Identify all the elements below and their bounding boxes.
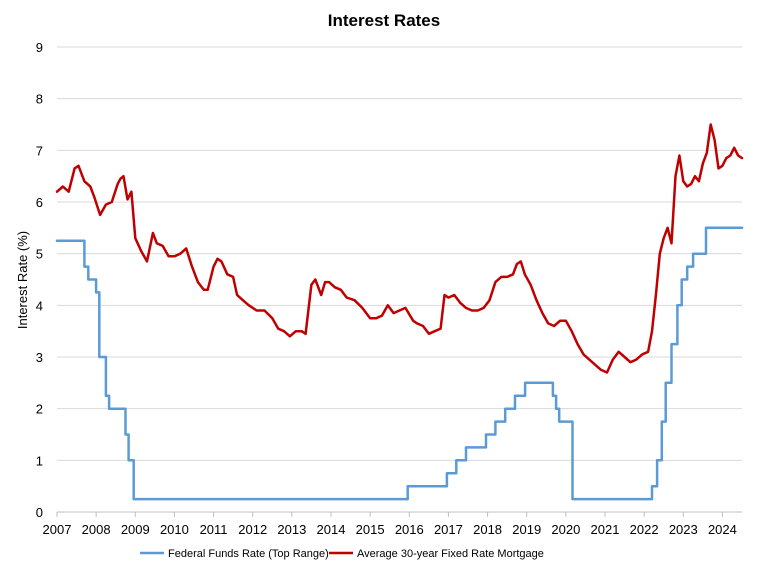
chart-title: Interest Rates [328, 11, 440, 30]
legend-label: Federal Funds Rate (Top Range) [168, 548, 329, 560]
x-tick-label: 2022 [630, 522, 659, 537]
y-tick-label: 8 [36, 92, 43, 107]
y-tick-label: 1 [36, 453, 43, 468]
x-tick-label: 2012 [238, 522, 267, 537]
gridlines [57, 46, 742, 461]
x-tick-label: 2011 [200, 522, 228, 537]
x-tick-label: 2018 [473, 522, 502, 537]
series-line-federal-funds [55, 226, 744, 501]
y-tick-label: 9 [36, 40, 43, 55]
x-tick-label: 2007 [43, 522, 72, 537]
y-tick-label: 4 [36, 298, 43, 313]
x-tick-label: 2013 [277, 522, 306, 537]
x-tick-label: 2024 [708, 522, 737, 537]
x-tick-label: 2010 [160, 522, 189, 537]
x-tick-label: 2016 [395, 522, 424, 537]
x-tick-label: 2014 [317, 522, 346, 537]
x-tick-label: 2019 [512, 522, 541, 537]
x-tick-label: 2008 [82, 522, 111, 537]
x-tick-label: 2017 [434, 522, 463, 537]
legend: Federal Funds Rate (Top Range) Average 30… [140, 548, 544, 560]
y-tick-label: 7 [36, 143, 43, 158]
x-tick-label: 2020 [551, 522, 580, 537]
x-tick-label: 2015 [356, 522, 385, 537]
y-tick-label: 5 [36, 247, 43, 262]
x-axis-ticks: 2007 2008 2009 2010 2011 2012 2013 2014 2015 2016… [43, 512, 737, 537]
y-tick-label: 2 [36, 402, 43, 417]
series-lines [55, 123, 744, 501]
x-tick-label: 2023 [669, 522, 698, 537]
x-tick-label: 2021 [591, 522, 620, 537]
series-line-mortgage-30yr [55, 123, 744, 374]
y-tick-label: 0 [36, 505, 43, 520]
y-axis-ticks: 0 1 2 3 4 5 6 7 8 9 [36, 40, 43, 520]
y-tick-label: 3 [36, 350, 43, 365]
y-axis-label: Interest Rate (%) [15, 231, 30, 329]
x-tick-label: 2009 [121, 522, 150, 537]
legend-label: Average 30-year Fixed Rate Mortgage [357, 548, 544, 560]
y-tick-label: 6 [36, 195, 43, 210]
